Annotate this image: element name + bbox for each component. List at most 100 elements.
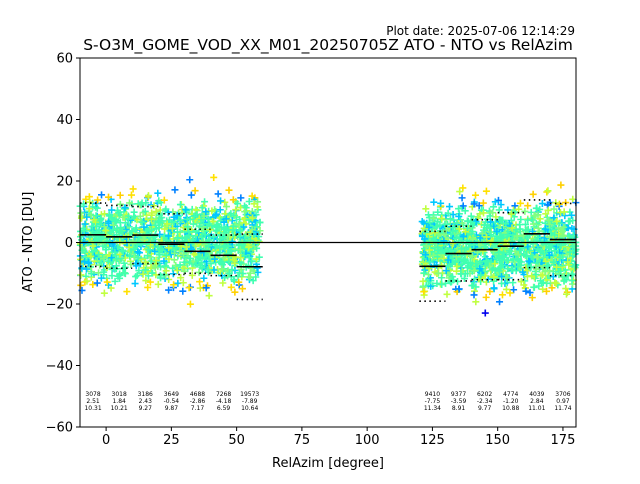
scatter-point <box>525 247 533 255</box>
scatter-point <box>214 190 222 198</box>
scatter-point <box>133 271 141 279</box>
scatter-point <box>550 258 558 266</box>
scatter-point <box>227 283 235 291</box>
scatter-point <box>453 277 461 285</box>
scatter-point <box>208 207 216 215</box>
scatter-point <box>225 269 233 277</box>
scatter-point <box>225 186 233 194</box>
scatter-point <box>213 223 221 231</box>
scatter-point <box>517 261 525 269</box>
scatter-point <box>490 284 498 292</box>
scatter-point <box>253 203 261 211</box>
scatter-point <box>544 187 552 195</box>
scatter-point <box>496 298 504 306</box>
scatter-point <box>200 274 208 282</box>
scatter-point <box>421 235 429 243</box>
scatter-point <box>108 206 116 214</box>
scatter-point <box>526 263 534 271</box>
scatter-point <box>158 214 166 222</box>
scatter-point <box>528 294 536 302</box>
scatter-point <box>151 264 159 272</box>
scatter-point <box>494 196 502 204</box>
scatter-point <box>536 277 544 285</box>
scatter-point <box>185 284 193 292</box>
bin-label: -7.75 <box>425 398 441 405</box>
scatter-point <box>248 226 256 234</box>
scatter-point <box>212 212 220 220</box>
scatter-point <box>83 277 91 285</box>
scatter-point <box>446 203 454 211</box>
scatter-point <box>236 232 244 240</box>
scatter-point <box>495 206 503 214</box>
scatter-point <box>141 232 149 240</box>
bin-label: 2.51 <box>86 398 100 405</box>
scatter-point <box>221 198 229 206</box>
scatter-point <box>155 224 163 232</box>
scatter-point <box>455 205 463 213</box>
scatter-point <box>545 244 553 252</box>
x-tick-label: 0 <box>102 433 110 448</box>
scatter-point <box>533 253 541 261</box>
scatter-point <box>455 225 463 233</box>
scatter-point <box>476 265 484 273</box>
scatter-point <box>568 271 576 279</box>
scatter-point <box>179 250 187 258</box>
scatter-point <box>147 257 155 265</box>
scatter-point <box>93 279 101 287</box>
scatter-point <box>173 266 181 274</box>
scatter-point <box>129 240 137 248</box>
scatter-point <box>77 209 85 217</box>
scatter-point <box>183 215 191 223</box>
scatter-point <box>104 257 112 265</box>
scatter-point <box>126 252 134 260</box>
scatter-point <box>100 223 108 231</box>
y-axis: −60 −40 −20 0 20 40 60 <box>46 52 80 436</box>
scatter-point <box>195 268 203 276</box>
scatter-point <box>86 198 94 206</box>
scatter-point <box>548 257 556 265</box>
scatter-point <box>125 243 133 251</box>
scatter-point <box>450 224 458 232</box>
scatter-point <box>472 191 480 199</box>
scatter-point <box>530 220 538 228</box>
scatter-point <box>523 273 531 281</box>
scatter-point <box>552 279 560 287</box>
scatter-point <box>111 277 119 285</box>
bin-label: -1.20 <box>503 398 519 405</box>
scatter-point <box>441 220 449 228</box>
scatter-point <box>469 281 477 289</box>
scatter-point <box>498 255 506 263</box>
bin-label: -4.18 <box>216 398 232 405</box>
scatter-point <box>179 279 187 287</box>
scatter-point <box>466 259 474 267</box>
scatter-point <box>248 214 256 222</box>
scatter-point <box>482 233 490 241</box>
scatter-point <box>444 256 452 264</box>
scatter-point <box>240 223 248 231</box>
x-tick-label: 25 <box>163 433 180 448</box>
scatter-point <box>130 208 138 216</box>
scatter-point <box>523 252 531 260</box>
scatter-point <box>78 264 86 272</box>
scatter-point <box>516 221 524 229</box>
scatter-point <box>246 269 254 277</box>
scatter-point <box>458 260 466 268</box>
scatter-point <box>153 243 161 251</box>
scatter-point <box>571 262 579 270</box>
scatter-point <box>495 267 503 275</box>
x-tick-label: 150 <box>485 433 510 448</box>
scatter-point <box>189 220 197 228</box>
scatter-point <box>550 205 558 213</box>
scatter-point <box>457 270 465 278</box>
scatter-point <box>239 270 247 278</box>
scatter-point <box>161 225 169 233</box>
scatter-point <box>218 265 226 273</box>
scatter-point <box>505 247 513 255</box>
bin-label: 10.64 <box>241 405 258 412</box>
bin-label: -3.59 <box>451 398 467 405</box>
y-tick-label: 60 <box>56 52 73 67</box>
scatter-point <box>117 223 125 231</box>
scatter-point <box>560 208 568 216</box>
scatter-point <box>560 223 568 231</box>
scatter-point <box>434 269 442 277</box>
